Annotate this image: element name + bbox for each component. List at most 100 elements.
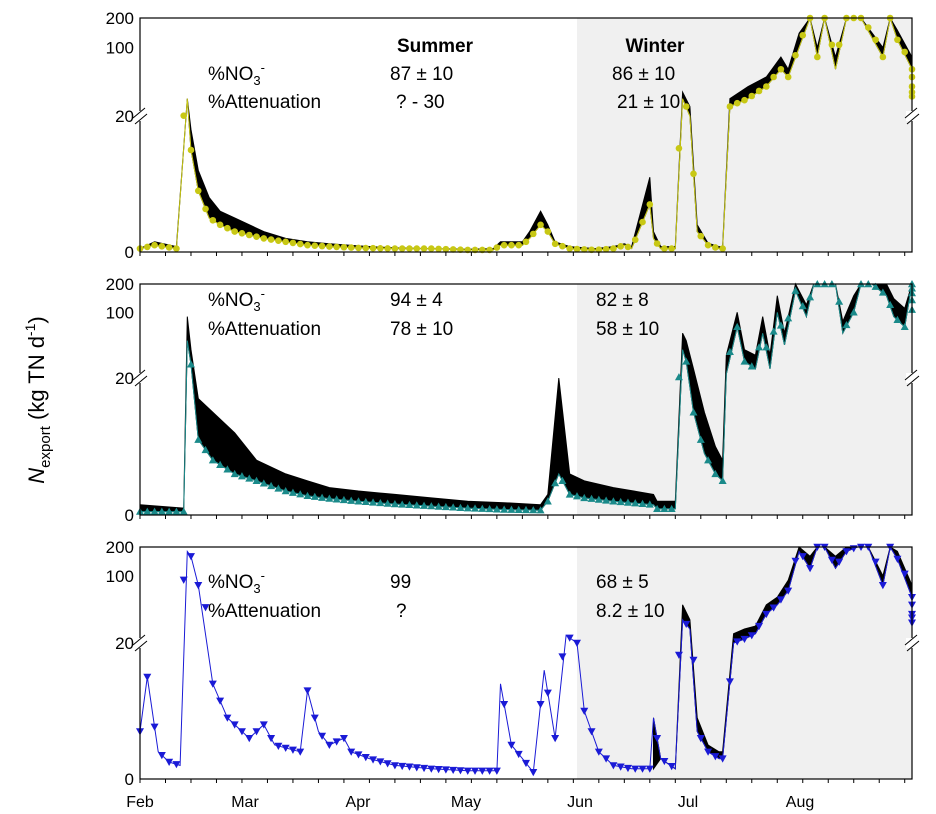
panel2-summer-attenuation: 78 ± 10 (390, 319, 453, 340)
data-point-panel-3 (733, 638, 742, 646)
data-point-panel-2 (602, 496, 611, 504)
panel1-no3-label: %NO3- (208, 60, 265, 88)
data-point-panel-2 (755, 343, 764, 351)
data-point-panel-1 (180, 112, 187, 119)
month-label-jul: Jul (678, 794, 698, 811)
axis-break-gap-right-1 (906, 111, 918, 121)
series-markers (136, 14, 916, 777)
month-label-may: May (451, 794, 481, 811)
data-point-panel-3 (522, 759, 530, 768)
data-point-panel-2 (237, 472, 246, 480)
data-point-panel-2 (398, 500, 407, 508)
data-point-panel-3 (157, 752, 166, 760)
y-tick-label-panel-2: 200 (106, 275, 134, 294)
data-point-panel-2 (492, 505, 501, 513)
winter-shade-panel-1 (576, 18, 912, 252)
data-point-panel-3 (237, 728, 246, 736)
data-point-panel-1 (573, 245, 581, 253)
data-point-panel-2 (878, 288, 887, 296)
data-point-panel-3 (456, 767, 465, 775)
data-point-panel-2 (383, 499, 392, 507)
month-label-apr: Apr (346, 794, 372, 811)
data-point-panel-3 (653, 735, 662, 743)
data-point-panel-3 (572, 639, 581, 647)
data-point-panel-1 (894, 36, 901, 44)
data-point-panel-3 (682, 620, 691, 629)
data-point-panel-1 (748, 92, 756, 100)
data-point-panel-1 (726, 103, 734, 110)
data-point-panel-2 (412, 501, 421, 509)
data-point-panel-2 (441, 502, 450, 511)
data-point-panel-2 (871, 282, 880, 290)
data-point-panel-1 (792, 51, 799, 59)
data-point-panel-1 (231, 228, 238, 235)
data-point-panel-3 (755, 622, 764, 631)
data-point-panel-3 (354, 751, 363, 759)
data-point-panel-3 (405, 763, 414, 771)
data-point-panel-2 (449, 503, 458, 511)
data-point-panel-3 (463, 767, 472, 775)
data-point-panel-3 (471, 767, 480, 775)
data-point-panel-3 (420, 764, 429, 773)
data-point-panel-1 (158, 243, 166, 250)
panel1-summer-attenuation: ? - 30 (396, 92, 445, 113)
data-point-panel-3 (310, 714, 319, 722)
data-point-panel-1 (340, 243, 348, 251)
data-point-panel-1 (741, 96, 748, 104)
data-point-panel-1 (624, 243, 632, 251)
data-point-panel-1 (238, 230, 246, 237)
data-point-panel-2 (645, 500, 654, 508)
data-point-panel-3 (194, 582, 203, 590)
data-point-panel-2 (230, 469, 239, 478)
data-point-panel-2 (325, 494, 334, 502)
y-axis-label: Nexport (kg TN d-1) (22, 316, 54, 483)
panel-frames (132, 17, 920, 780)
month-labels: Feb Mar Apr May Jun Jul Aug (126, 794, 814, 811)
data-point-panel-3 (485, 767, 494, 775)
month-label-jun: Jun (567, 794, 593, 811)
data-point-panel-2 (420, 501, 429, 509)
data-point-panel-1 (770, 73, 777, 81)
data-point-panel-2 (689, 408, 698, 416)
data-point-panel-1 (377, 245, 384, 252)
data-point-panel-2 (674, 373, 683, 381)
data-point-panel-3 (267, 735, 276, 743)
data-point-panel-3 (769, 604, 778, 612)
data-point-panel-1 (347, 244, 355, 251)
data-point-panel-1 (755, 87, 763, 95)
axis-break-gap-left-2 (134, 373, 146, 383)
data-point-panel-2 (179, 507, 188, 515)
data-point-panel-1 (245, 231, 253, 239)
summer-label: Summer (397, 36, 474, 57)
data-point-panel-1 (384, 245, 391, 252)
data-point-panel-1 (209, 216, 217, 224)
data-point-panel-3 (536, 701, 545, 709)
data-point-panel-3 (878, 582, 887, 590)
data-point-panel-3 (223, 714, 232, 722)
data-point-panel-3 (478, 767, 487, 775)
data-point-panel-3 (216, 697, 225, 705)
month-label-feb: Feb (126, 794, 154, 811)
data-point-panel-3 (660, 757, 669, 766)
data-point-panel-1 (828, 41, 836, 49)
data-point-panel-1 (610, 245, 617, 252)
y-tick-label-panel-2: 20 (115, 369, 134, 388)
data-point-panel-1 (835, 41, 843, 49)
data-point-panel-1 (508, 241, 515, 249)
data-point-panel-3 (616, 763, 625, 771)
data-point-panel-2 (186, 360, 195, 368)
data-point-panel-1 (333, 243, 340, 251)
data-point-panel-3 (558, 653, 567, 661)
data-point-panel-1 (704, 241, 712, 249)
data-point-panel-3 (288, 746, 297, 754)
data-point-panel-3 (281, 744, 290, 752)
data-point-panel-3 (798, 553, 807, 561)
data-point-panel-1 (814, 53, 821, 61)
data-point-panel-1 (712, 244, 719, 251)
panel1-winter-attenuation: 21 ± 10 (617, 92, 680, 113)
y-tick-label-panel-3: 0 (125, 770, 134, 789)
data-point-panel-2 (704, 456, 713, 464)
data-point-panel-1 (763, 83, 770, 90)
data-point-panel-3 (835, 558, 844, 566)
